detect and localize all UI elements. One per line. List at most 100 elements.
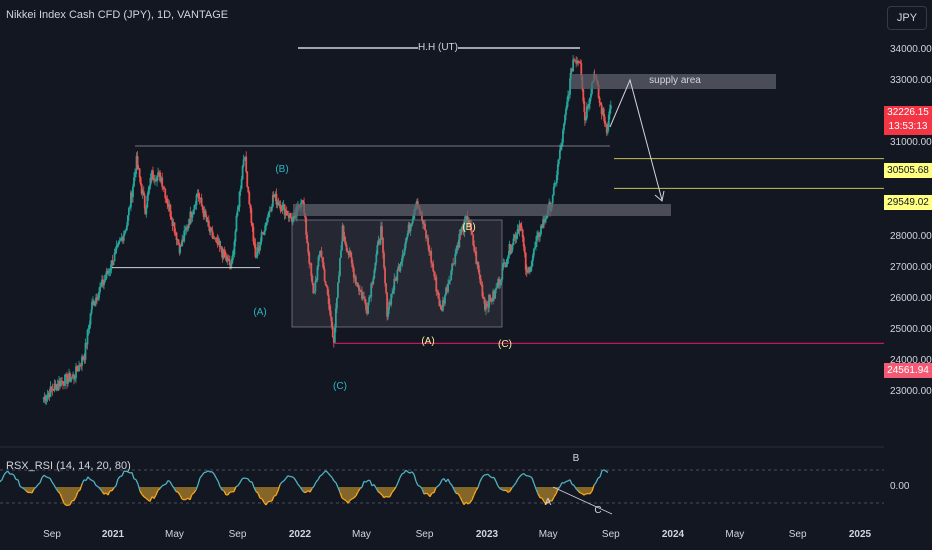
rsi-line-segment [385,495,389,498]
candle-body [435,277,438,292]
candle-body [480,282,483,285]
rsi-line-segment [297,484,301,488]
candle-body [382,237,384,254]
rsi-line-segment [333,480,337,484]
candle-body [193,205,196,210]
rsi-line-segment [41,474,45,479]
candle-body [370,283,373,297]
candle-body [448,280,450,284]
rsi-line-segment [357,488,361,493]
candle-body [492,291,495,301]
rsi-line-segment [167,479,171,483]
projection-arrow [609,78,663,201]
candle-body [322,262,325,269]
candle-body [181,239,184,247]
rsi-line-segment [473,490,477,496]
rsi-line-segment [233,486,237,492]
candle-body [412,214,415,219]
candle-body [302,200,304,203]
candle-body [156,175,158,182]
candle-body [184,229,187,231]
candle-body [437,292,440,299]
candle-body [100,285,102,287]
rsi-line-segment [411,471,415,475]
candle-body [168,204,171,207]
rsi-line-segment [429,492,433,497]
candle-body [366,310,369,314]
rsi-line-segment [379,492,383,496]
rsi-line-segment [301,489,305,493]
y-tick-label: 24000.00 [890,354,932,366]
candle-body [183,230,186,241]
rsi-line-segment [1,474,5,480]
rsi-line-segment [69,500,73,506]
x-tick-label: Sep [601,529,620,540]
candle-body [212,237,215,239]
candle-body [260,232,263,242]
candle-body [488,295,490,308]
candle-body [498,279,501,285]
rsi-line-segment [103,492,107,495]
candle-body [155,180,157,182]
candle-body [348,251,351,256]
y-tick-label: 34000.00 [890,44,932,55]
candle-body [246,171,249,187]
candle-body [182,239,185,241]
candle-body [177,239,180,245]
candle-body [422,220,424,224]
rsi-line-segment [547,500,551,503]
rsi-line-segment [227,491,231,496]
candle-body [264,222,267,231]
rsi-line-segment [563,480,567,484]
candle-body [157,172,159,176]
candle-body [405,237,408,242]
rsi-line-segment [313,481,317,487]
rsi-line-segment [353,495,357,499]
candle-body [602,108,605,117]
candle-body [301,200,303,203]
candle-body [154,180,156,182]
candle-body [349,251,352,258]
candle-body [600,104,603,115]
currency-button[interactable]: JPY [887,6,927,30]
candle-body [344,240,347,245]
rsi-line-segment [369,480,373,487]
y-tick-label: 27000.00 [890,261,932,273]
rsi-line-segment [459,496,463,502]
rsi-line-segment [359,486,363,490]
candle-body [227,258,230,261]
candle-body [55,384,58,391]
candle-body [236,210,239,216]
candle-body [248,192,251,205]
candle-body [471,231,474,235]
rsi-line-segment [509,487,513,492]
candle-body [114,249,117,253]
countdown: 13:53:13 [888,121,928,132]
rsi-line-segment [205,470,209,473]
candle-body [505,263,508,268]
rsi-line-segment [115,478,119,486]
candle-body [125,225,128,231]
candle-body [552,186,555,196]
candle-body [585,106,588,119]
candle-body [590,93,592,98]
candle-body [75,366,77,379]
rsi-line-segment [477,481,481,488]
candle-body [526,271,529,273]
rsi-line-segment [519,473,523,477]
candle-body [487,305,489,308]
candle-body [449,280,452,281]
candle-body [151,170,153,181]
candle-body [517,229,520,232]
rsi-line-segment [43,474,47,478]
rsi-line-segment [201,472,205,476]
candle-body [109,268,112,271]
candle-body [426,237,428,239]
rsi-line-segment [195,484,199,491]
candle-body [539,234,541,238]
rsi-line-segment [113,485,117,489]
rsi-line-segment [131,472,135,480]
rsi-line-segment [321,471,325,476]
candle-body [172,222,175,226]
candle-body [306,234,309,244]
